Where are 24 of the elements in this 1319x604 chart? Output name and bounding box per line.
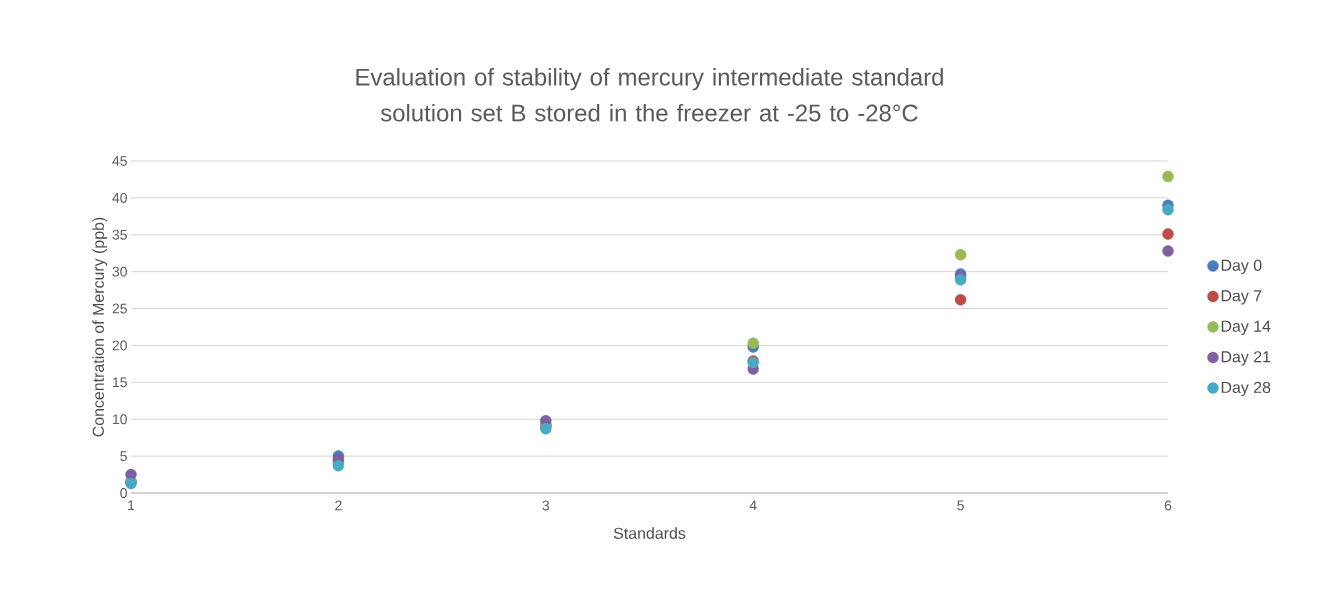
y-tick-label: 40 <box>112 192 127 203</box>
x-axis-title: Standards <box>613 527 686 539</box>
y-tick-label: 35 <box>112 229 127 240</box>
y-tick-label: 30 <box>112 266 127 277</box>
x-tick-label: 3 <box>542 500 550 511</box>
y-tick-label: 10 <box>113 414 127 425</box>
legend-label: Day 7 <box>1221 290 1262 305</box>
legend-label: Day 21 <box>1221 351 1271 366</box>
x-tick-label: 1 <box>128 500 135 511</box>
legend-label: Day 0 <box>1221 259 1262 275</box>
x-tick-label: 5 <box>957 500 964 511</box>
legend-label: Day 14 <box>1221 320 1271 335</box>
legend-label: Day 28 <box>1221 381 1271 397</box>
y-tick-label: 0 <box>120 488 127 498</box>
y-tick-label: 45 <box>112 156 127 166</box>
y-tick-label: 15 <box>113 377 127 388</box>
x-tick-label: 6 <box>1164 500 1172 511</box>
x-tick-label: 4 <box>749 500 757 511</box>
chart-title: Evaluation of stability of mercury intermediate standard solution set B stored in the freezer at -25 to -28°C <box>356 68 943 122</box>
y-tick-label: 25 <box>112 303 127 314</box>
y-axis-title: Concentration of Mercury (ppb) <box>92 217 108 437</box>
x-tick-label: 2 <box>335 500 342 511</box>
y-tick-label: 20 <box>112 340 127 351</box>
y-tick-label: 5 <box>120 451 127 461</box>
